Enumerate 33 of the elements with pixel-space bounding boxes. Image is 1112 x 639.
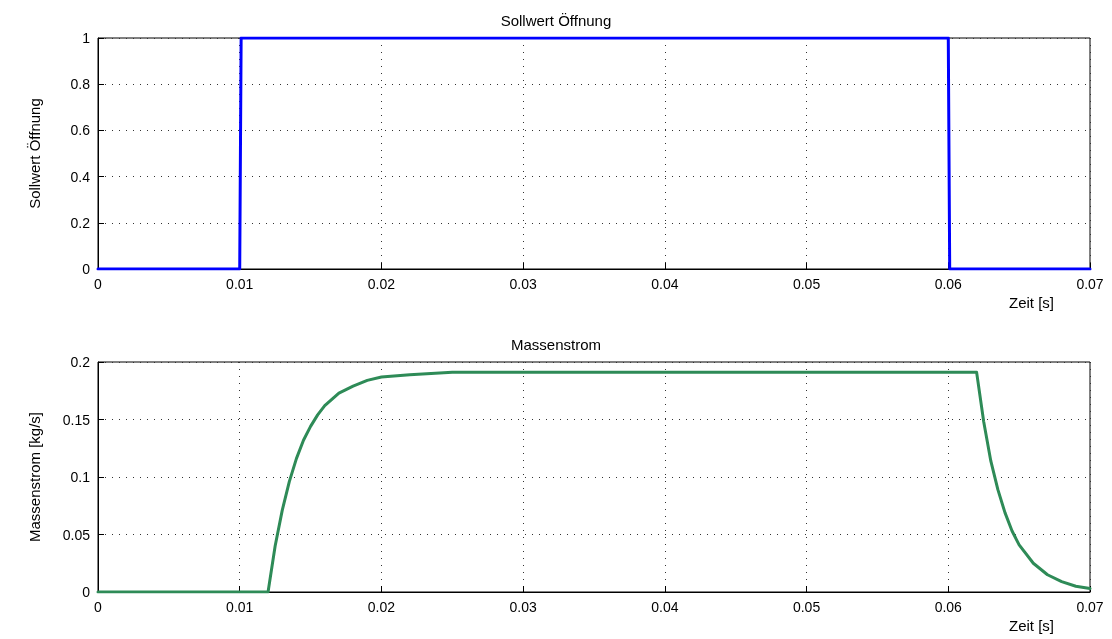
x-tick-label: 0.04 — [651, 599, 679, 615]
y-tick-label: 0.15 — [62, 411, 91, 428]
y-tick-label: 0.05 — [62, 526, 91, 543]
x-tick-label: 0.01 — [226, 276, 254, 292]
chart-title: Massenstrom — [510, 336, 602, 353]
x-tick-label: 0 — [94, 599, 103, 615]
x-axis-title: Zeit [s] — [1008, 294, 1055, 311]
x-tick-label: 0.04 — [651, 276, 679, 292]
x-tick-label: 0.02 — [367, 276, 396, 292]
y-tick-label: 0.2 — [70, 354, 91, 370]
y-tick-label: 0.4 — [70, 168, 91, 185]
x-tick-label: 0.06 — [934, 276, 963, 292]
y-tick-label: 1 — [82, 30, 91, 46]
x-tick-label: 0.01 — [226, 599, 254, 615]
y-tick-label: 0 — [82, 584, 91, 600]
x-tick-label: 0.05 — [792, 276, 821, 292]
chart-title: Sollwert Öffnung — [500, 12, 612, 29]
y-tick-label: 0 — [82, 261, 91, 277]
x-tick-label: 0.03 — [509, 276, 537, 292]
y-tick-label: 0.1 — [70, 469, 91, 485]
x-tick-label: 0.02 — [367, 599, 396, 615]
y-tick-label: 0.2 — [70, 214, 91, 231]
y-axis-title: Sollwert Öffnung — [25, 98, 43, 209]
x-tick-label: 0.07 — [1076, 599, 1104, 615]
x-tick-label: 0.03 — [509, 599, 537, 615]
y-tick-label: 0.8 — [70, 76, 91, 93]
y-axis-title: Massenstrom [kg/s] — [25, 411, 43, 543]
x-tick-label: 0 — [94, 276, 103, 292]
x-tick-label: 0.05 — [792, 599, 821, 615]
x-tick-label: 0.06 — [934, 599, 963, 615]
y-tick-label: 0.6 — [70, 122, 91, 139]
x-axis-title: Zeit [s] — [1008, 617, 1055, 634]
x-tick-label: 0.07 — [1076, 276, 1104, 292]
